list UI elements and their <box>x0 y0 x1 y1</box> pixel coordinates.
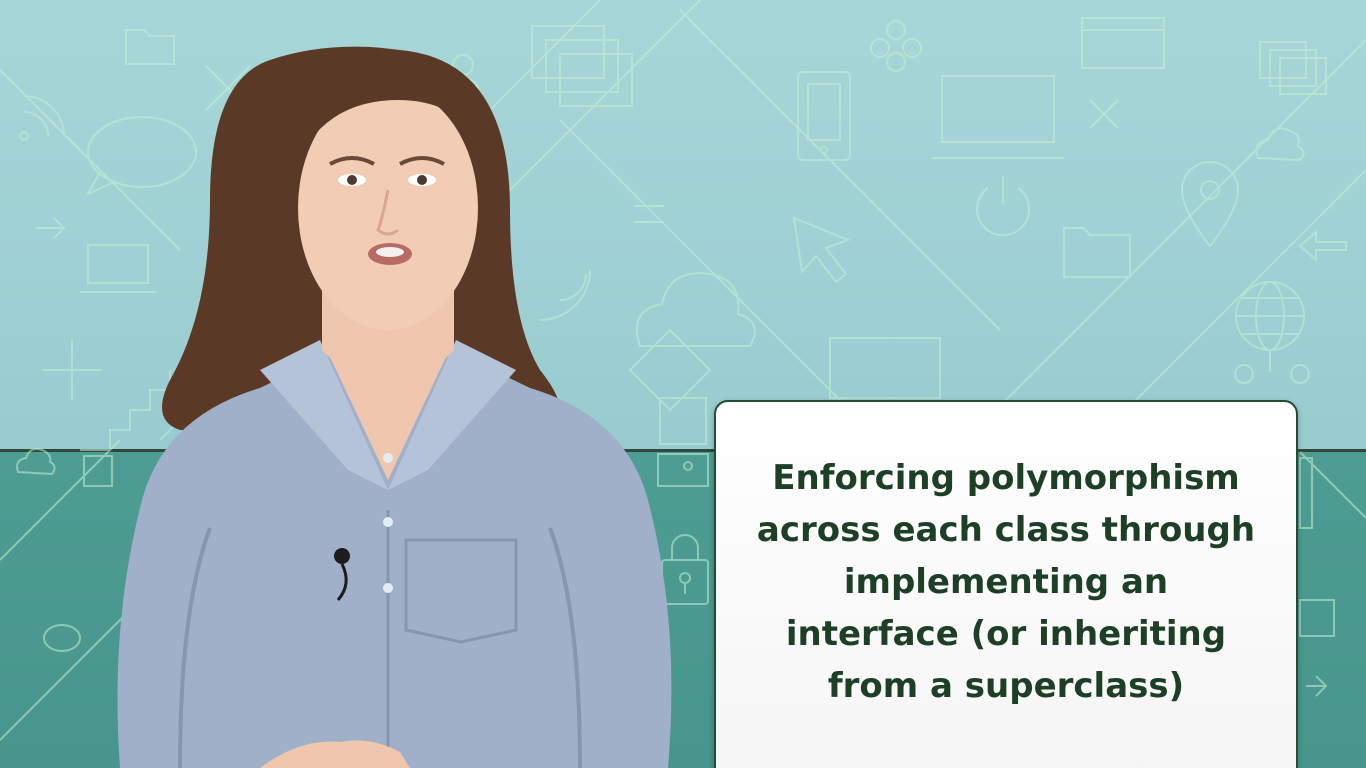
arrow-icon <box>1298 229 1347 263</box>
monitor-icon <box>80 244 156 293</box>
folder-icon <box>1063 227 1131 278</box>
cloud-icon <box>1255 127 1305 162</box>
chat-bubble-icon <box>85 116 197 197</box>
monitor-icon <box>829 337 941 399</box>
arrow-icon <box>36 217 66 239</box>
window-icon <box>1259 41 1327 95</box>
caption-line: across each class through <box>756 510 1256 550</box>
caption-text: Enforcing polymorphism across each class… <box>746 452 1266 712</box>
shirt-collar <box>388 340 516 490</box>
globe-icon <box>1234 281 1310 384</box>
caption-card: Enforcing polymorphism across each class… <box>714 400 1298 768</box>
folder-icon <box>125 29 175 65</box>
hands <box>260 740 410 768</box>
power-icon <box>976 176 1030 237</box>
monitor-icon <box>932 75 1064 159</box>
arrow-icon <box>1306 675 1328 697</box>
window-icon <box>531 25 633 107</box>
wifi-icon <box>19 95 65 141</box>
cloud-icon <box>635 272 756 347</box>
lapel-microphone <box>334 548 350 601</box>
face <box>298 86 478 330</box>
caption-line: interface (or inheriting <box>785 614 1227 654</box>
phone-icon <box>797 71 851 161</box>
plus-icon <box>42 340 102 400</box>
background-divider <box>0 449 1366 452</box>
people-icon <box>870 20 922 72</box>
shirt <box>117 354 672 768</box>
caption-line: from a superclass) <box>827 666 1185 706</box>
window-icon <box>1081 17 1165 69</box>
presenter-figure <box>117 46 672 768</box>
close-icon <box>1089 99 1119 129</box>
caption-line: Enforcing polymorphism <box>772 458 1240 498</box>
caption-line: implementing an <box>843 562 1169 602</box>
cursor-icon <box>792 216 851 284</box>
cloud-icon <box>16 448 56 476</box>
shirt-collar <box>260 340 388 490</box>
chat-bubble-icon <box>43 624 81 652</box>
location-pin-icon <box>1180 161 1240 248</box>
